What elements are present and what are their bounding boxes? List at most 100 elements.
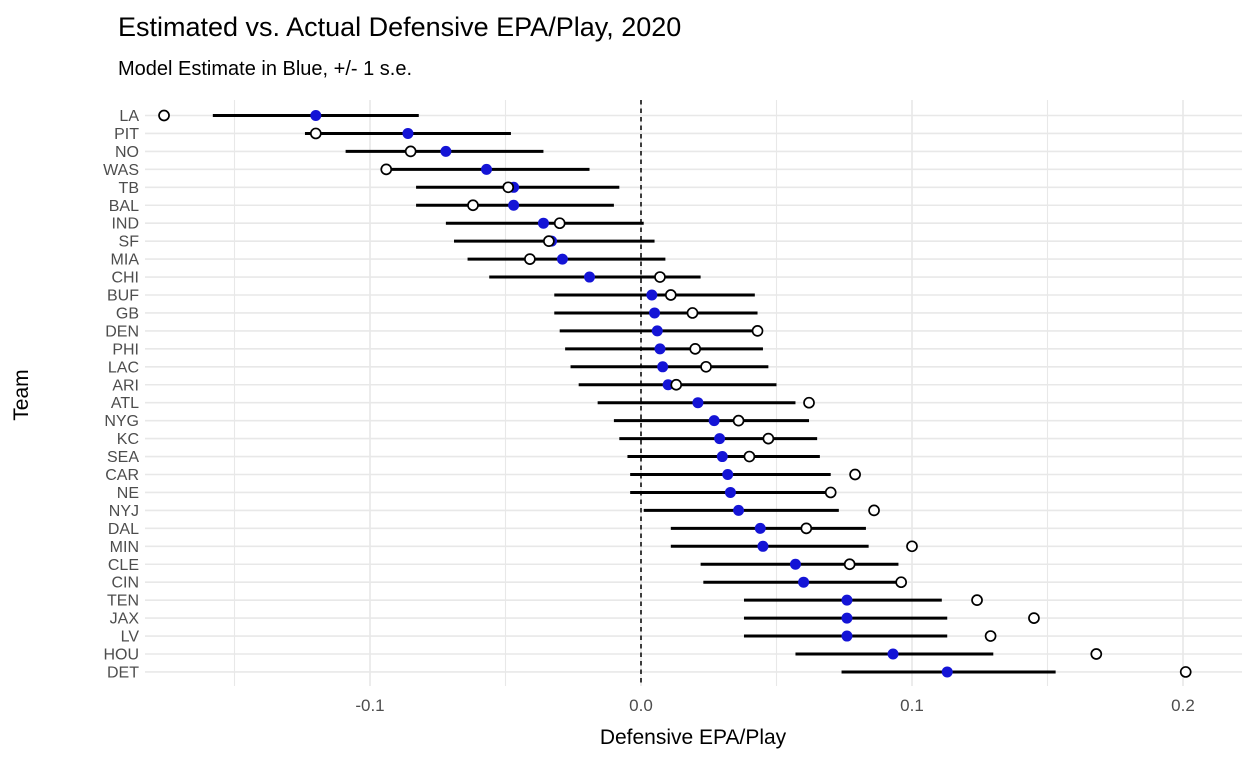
y-tick-label-SF: SF: [119, 234, 140, 251]
estimate-dot-NO: [440, 145, 452, 157]
y-tick-label-DAL: DAL: [108, 521, 139, 538]
y-tick-label-GB: GB: [116, 305, 139, 322]
estimate-dot-CLE: [789, 558, 801, 570]
y-tick-label-SEA: SEA: [107, 449, 139, 466]
estimate-dot-DET: [941, 666, 953, 678]
actual-circle-IND: [553, 217, 566, 230]
actual-circle-DAL: [800, 522, 813, 535]
actual-circle-ATL: [803, 396, 815, 409]
estimate-dot-CIN: [798, 576, 810, 588]
estimate-dot-MIA: [556, 253, 568, 265]
estimate-dot-IND: [537, 217, 549, 229]
estimate-dot-KC: [714, 433, 726, 445]
actual-circle-NO: [404, 145, 417, 158]
chart-title: Estimated vs. Actual Defensive EPA/Play,…: [118, 12, 682, 42]
y-tick-label-TB: TB: [119, 180, 139, 197]
y-tick-label-MIN: MIN: [110, 539, 139, 556]
x-tick-label-0.0: 0.0: [629, 696, 653, 715]
estimate-dot-DEN: [651, 325, 663, 337]
actual-circle-MIN: [906, 540, 918, 553]
y-tick-label-JAX: JAX: [110, 611, 140, 628]
actual-circle-BAL: [467, 199, 479, 212]
estimate-dot-MIN: [757, 540, 769, 552]
estimate-dot-DAL: [754, 522, 766, 534]
actual-circle-NE: [824, 486, 837, 499]
x-tick-label--0.1: -0.1: [355, 696, 384, 715]
estimate-dot-LV: [841, 630, 853, 642]
estimate-dot-PIT: [402, 127, 414, 139]
y-tick-label-ATL: ATL: [111, 395, 139, 412]
y-tick-label-CIN: CIN: [111, 575, 139, 592]
y-tick-label-BAL: BAL: [109, 198, 139, 215]
actual-circle-DEN: [751, 325, 764, 337]
gridlines: [145, 100, 1242, 686]
y-tick-label-IND: IND: [111, 216, 139, 233]
y-tick-label-MIA: MIA: [111, 252, 140, 269]
y-tick-label-KC: KC: [117, 431, 139, 448]
actual-circle-TB: [502, 181, 515, 194]
actual-circle-SEA: [743, 450, 756, 463]
actual-circle-BUF: [664, 289, 677, 301]
estimate-dot-BAL: [508, 199, 520, 211]
actual-circle-CLE: [843, 558, 856, 571]
y-tick-label-ARI: ARI: [112, 377, 139, 394]
y-tick-label-NO: NO: [115, 144, 139, 161]
actual-circle-LA: [158, 109, 170, 122]
estimate-dot-NYJ: [733, 504, 745, 516]
actual-circle-NYJ: [868, 504, 880, 517]
estimate-dot-LA: [310, 110, 322, 121]
actual-circle-CIN: [895, 576, 908, 589]
estimate-dot-ARI: [662, 379, 674, 391]
actual-circle-MIA: [524, 253, 536, 265]
estimate-dot-SEA: [716, 451, 728, 463]
estimate-dot-CAR: [722, 469, 734, 480]
y-tick-label-LA: LA: [119, 108, 139, 125]
chart-subtitle: Model Estimate in Blue, +/- 1 s.e.: [118, 58, 413, 80]
y-tick-label-CHI: CHI: [111, 270, 139, 287]
y-tick-label-NYG: NYG: [104, 413, 139, 430]
actual-circle-TEN: [971, 594, 983, 607]
estimate-dot-ATL: [692, 397, 704, 409]
actual-circle-PHI: [689, 343, 702, 355]
actual-circle-WAS: [380, 163, 393, 176]
estimate-dot-JAX: [841, 612, 853, 624]
data-marks: [158, 109, 1192, 678]
y-tick-label-WAS: WAS: [103, 162, 139, 179]
y-tick-label-NYJ: NYJ: [109, 503, 139, 520]
estimate-dot-BUF: [646, 289, 658, 301]
x-axis-title: Defensive EPA/Play: [600, 726, 787, 749]
estimate-dot-CHI: [584, 271, 596, 283]
estimate-dot-GB: [649, 307, 661, 319]
actual-circle-ARI: [670, 378, 683, 391]
axis-tick-labels: LAPITNOWASTBBALINDSFMIACHIBUFGBDENPHILAC…: [103, 108, 1195, 715]
y-tick-label-NE: NE: [117, 485, 139, 502]
y-tick-label-CAR: CAR: [105, 467, 139, 484]
estimate-dot-WAS: [481, 163, 493, 175]
actual-circle-KC: [762, 432, 775, 445]
x-tick-label-0.2: 0.2: [1171, 696, 1195, 715]
y-tick-label-TEN: TEN: [107, 593, 139, 610]
y-tick-label-BUF: BUF: [107, 288, 139, 305]
estimate-dot-NE: [724, 486, 736, 498]
estimate-dot-LAC: [657, 361, 669, 373]
y-tick-label-DET: DET: [107, 664, 139, 681]
actual-circle-DET: [1179, 666, 1192, 678]
y-axis-title: Team: [10, 369, 33, 420]
y-tick-label-PIT: PIT: [114, 126, 139, 143]
actual-circle-HOU: [1090, 648, 1103, 660]
estimate-dot-HOU: [887, 648, 899, 660]
actual-circle-LAC: [700, 360, 712, 373]
estimate-dot-TEN: [841, 594, 853, 606]
actual-circle-PIT: [309, 127, 322, 140]
actual-circle-GB: [686, 307, 699, 319]
y-tick-label-CLE: CLE: [108, 557, 139, 574]
actual-circle-CAR: [849, 468, 861, 481]
y-tick-label-LV: LV: [121, 629, 140, 646]
y-tick-label-HOU: HOU: [103, 647, 139, 664]
x-tick-label-0.1: 0.1: [900, 696, 924, 715]
actual-circle-LV: [984, 630, 997, 642]
estimate-dot-PHI: [654, 343, 666, 355]
actual-circle-CHI: [654, 271, 666, 283]
